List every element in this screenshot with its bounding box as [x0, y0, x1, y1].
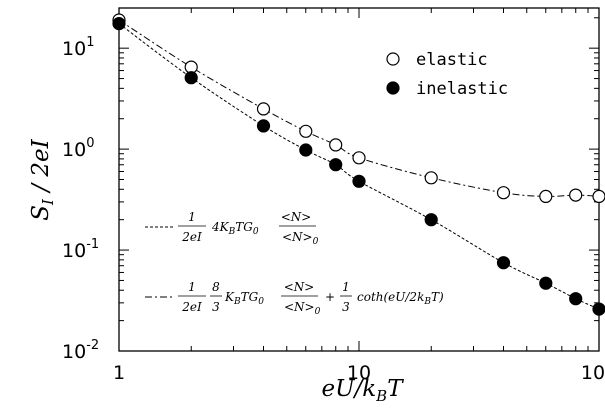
formula-2-ratio-den: <N>0	[284, 300, 321, 317]
data-point-elastic	[329, 138, 343, 152]
x-tick-label: 100	[581, 362, 605, 384]
data-point-elastic	[539, 189, 553, 203]
data-point-inelastic	[299, 143, 313, 157]
formula-2-frac2-num: 8	[212, 280, 220, 294]
y-tick-label: 10-1	[62, 237, 99, 262]
data-point-inelastic	[329, 158, 343, 172]
data-point-elastic	[352, 151, 366, 165]
formula-2-plus: +	[325, 290, 335, 304]
y-tick-labels: 10-2 10-1 100 101	[62, 35, 99, 363]
formula-2-ratio-num: <N>	[284, 280, 315, 294]
legend-label-inelastic: inelastic	[416, 79, 508, 99]
formula-annotation-2: 1 2eI 8 3 KBTG0 <N> <N>0 + 1 3 coth(eU/2…	[145, 280, 444, 317]
data-point-inelastic	[592, 302, 605, 316]
curve-elastic-fit	[118, 19, 600, 197]
legend-marker-open-circle	[386, 52, 400, 66]
legend-item-elastic: elastic	[386, 50, 488, 70]
data-point-elastic	[569, 188, 583, 202]
data-point-inelastic	[352, 174, 366, 188]
data-point-inelastic	[569, 292, 583, 306]
data-point-inelastic	[112, 17, 126, 31]
y-tick-label: 100	[62, 136, 94, 161]
formula-2-frac3-den: 3	[342, 300, 350, 314]
x-tick-label: 1	[113, 362, 125, 384]
formula-1-ratio-num: <N>	[281, 210, 312, 224]
formula-2-frac-num: 1	[188, 280, 196, 294]
axis-ticks	[118, 8, 599, 352]
formula-2-body: KBTG0	[224, 290, 264, 307]
x-axis-label: eU/kBT	[321, 376, 404, 405]
data-point-inelastic	[496, 256, 511, 270]
y-tick-label: 10-2	[62, 338, 99, 363]
data-point-inelastic	[539, 276, 553, 290]
data-points	[112, 13, 605, 316]
formula-2-frac-den: 2eI	[181, 300, 202, 314]
formula-annotation-1: 1 2eI 4KBTG0 <N> <N>0	[145, 210, 319, 247]
data-point-elastic	[496, 186, 511, 200]
legend: elastic inelastic	[386, 50, 508, 99]
data-point-inelastic	[184, 71, 198, 85]
data-point-inelastic	[424, 213, 438, 227]
data-point-inelastic	[256, 119, 271, 133]
data-point-elastic	[424, 171, 438, 185]
formula-1-body: 4KBTG0	[211, 220, 259, 237]
formula-2-frac3-num: 1	[342, 280, 350, 294]
y-axis-label: SI / 2eI	[28, 138, 57, 220]
formula-1-frac-num: 1	[188, 210, 196, 224]
x-tick-labels: 1 10 100	[113, 362, 605, 384]
y-tick-label: 101	[62, 35, 94, 60]
data-point-elastic	[592, 189, 605, 203]
data-point-elastic	[299, 124, 313, 138]
legend-label-elastic: elastic	[416, 50, 488, 70]
legend-item-inelastic: inelastic	[386, 79, 508, 99]
x-tick-label: 10	[347, 362, 371, 384]
formula-1-ratio-den: <N>0	[282, 230, 319, 247]
formula-2-tail: coth(eU/2kBT)	[357, 290, 444, 307]
data-point-elastic	[256, 102, 271, 116]
legend-marker-filled-circle	[386, 81, 400, 95]
formula-2-frac2-den: 3	[212, 300, 220, 314]
formula-1-frac-den: 2eI	[181, 230, 202, 244]
